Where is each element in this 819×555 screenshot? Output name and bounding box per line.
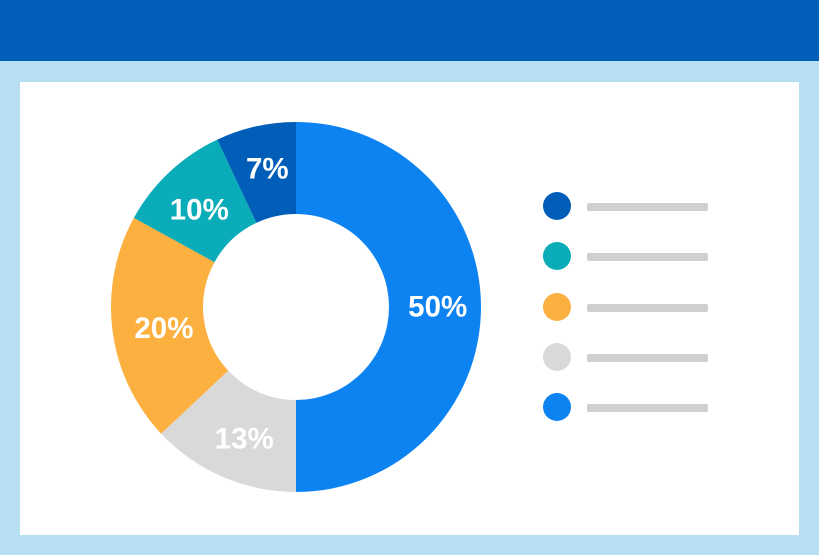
- svg-text:20%: 20%: [134, 312, 193, 345]
- svg-text:13%: 13%: [215, 422, 274, 455]
- svg-text:50%: 50%: [408, 291, 467, 324]
- svg-text:10%: 10%: [170, 193, 229, 226]
- svg-text:7%: 7%: [246, 152, 289, 185]
